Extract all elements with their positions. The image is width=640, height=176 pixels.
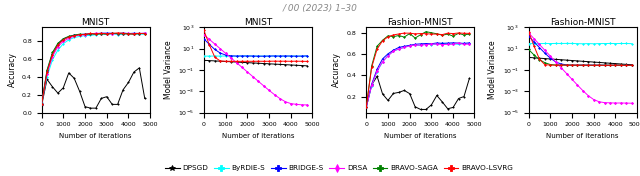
X-axis label: Number of iterations: Number of iterations <box>60 133 132 139</box>
X-axis label: Number of iterations: Number of iterations <box>384 133 456 139</box>
Y-axis label: Accuracy: Accuracy <box>8 52 17 87</box>
X-axis label: Number of iterations: Number of iterations <box>222 133 294 139</box>
Title: MNIST: MNIST <box>244 17 272 27</box>
Y-axis label: Model Variance: Model Variance <box>164 41 173 99</box>
Title: MNIST: MNIST <box>81 17 110 27</box>
Title: Fashion-MNIST: Fashion-MNIST <box>388 17 453 27</box>
Text: / 00 (2023) 1–30: / 00 (2023) 1–30 <box>283 4 357 12</box>
X-axis label: Number of iterations: Number of iterations <box>547 133 619 139</box>
Title: Fashion-MNIST: Fashion-MNIST <box>550 17 616 27</box>
Legend: DPSGD, ByRDiE-S, BRIDGE-S, DRSA, BRAVO-SAGA, BRAVO-LSVRG: DPSGD, ByRDiE-S, BRIDGE-S, DRSA, BRAVO-S… <box>163 162 516 174</box>
Y-axis label: Model Variance: Model Variance <box>488 41 497 99</box>
Y-axis label: Accuracy: Accuracy <box>332 52 341 87</box>
